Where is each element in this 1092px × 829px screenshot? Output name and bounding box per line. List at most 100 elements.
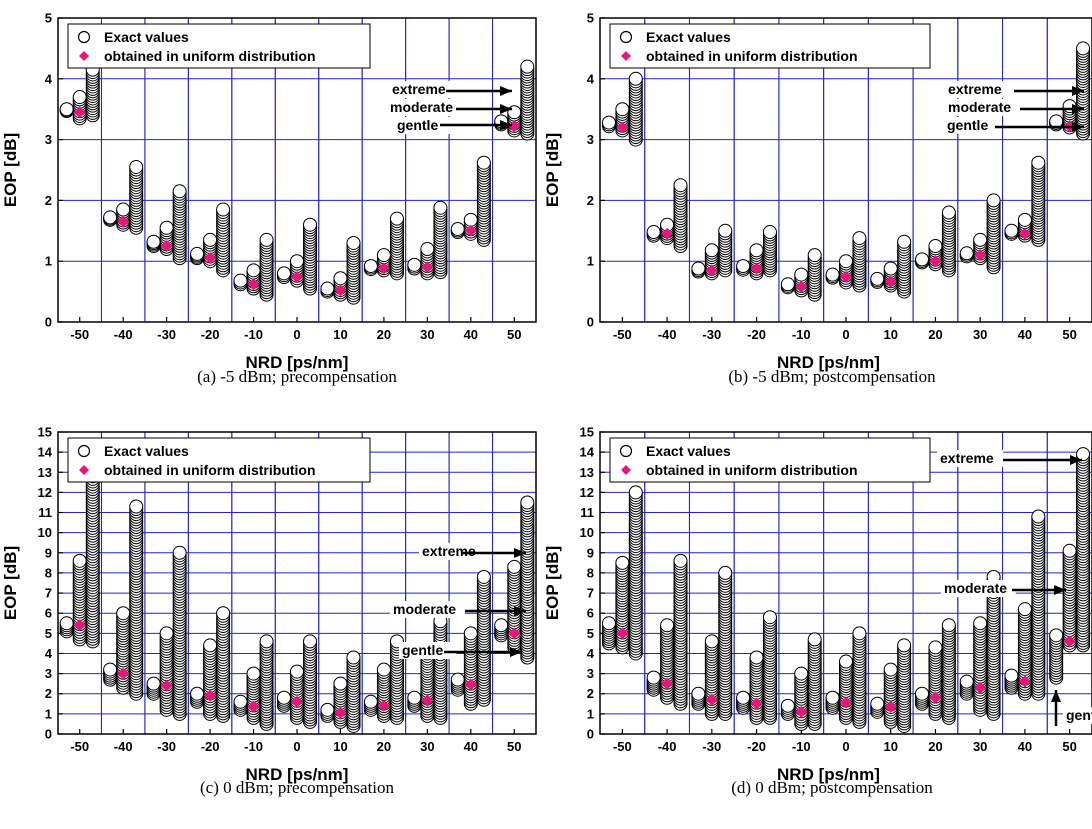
exact-value-point (628, 71, 643, 86)
y-tick-label: 15 (580, 425, 594, 440)
annotation-label: moderate (948, 99, 1011, 115)
legend-label-exact: Exact values (104, 443, 189, 459)
annotation-label: extreme (392, 81, 446, 97)
exact-value-point (780, 277, 795, 292)
exact-value-point (450, 672, 465, 687)
exact-value-point (601, 616, 616, 631)
exact-value-point (376, 662, 391, 677)
x-tick-label: 20 (928, 327, 942, 342)
x-tick-label: 10 (333, 739, 347, 754)
exact-value-point (1031, 509, 1046, 524)
exact-value-point (973, 232, 988, 247)
exact-value-point (276, 266, 291, 281)
uniform-distribution-point (616, 627, 629, 640)
y-tick-label: 5 (587, 626, 594, 641)
annotation-background (945, 99, 1020, 116)
uniform-distribution-point (291, 695, 303, 708)
x-tick-label: 10 (333, 327, 347, 342)
uniform-distribution-point (1063, 635, 1076, 648)
y-tick-label: 4 (45, 646, 53, 661)
plot-area (59, 59, 535, 305)
exact-value-point (159, 626, 174, 641)
y-tick-label: 15 (38, 425, 52, 440)
exact-value-point (520, 495, 535, 510)
annotation-arrow-head (514, 548, 526, 558)
y-axis-label: EOP [dB] (1, 133, 20, 207)
x-tick-label: -50 (70, 739, 89, 754)
y-tick-label: 3 (587, 666, 594, 681)
legend-circle-marker (77, 444, 91, 458)
annotation-gentle: gentle (394, 117, 512, 134)
plot-area (601, 41, 1091, 302)
legend-label-uniform: obtained in uniform distribution (646, 48, 858, 64)
annotation-arrow-head (510, 647, 522, 657)
legend-circle-marker (77, 30, 91, 44)
exact-value-point (1004, 668, 1019, 683)
annotation-moderate: moderate (387, 99, 512, 116)
exact-value-point (303, 217, 318, 232)
exact-value-point (72, 553, 87, 568)
exact-value-point (897, 234, 912, 249)
exact-value-point (1004, 223, 1019, 238)
exact-value-point (333, 676, 348, 691)
exact-value-point (146, 676, 161, 691)
exact-value-point (116, 606, 131, 621)
x-tick-label: -30 (157, 739, 176, 754)
exact-value-point (203, 638, 218, 653)
x-tick-label: 50 (507, 739, 521, 754)
uniform-distribution-point (334, 284, 347, 297)
exact-value-point (646, 225, 661, 240)
annotation-arrow-head (1072, 122, 1084, 132)
exact-value-point (736, 259, 751, 274)
exact-value-point (749, 243, 764, 258)
y-tick-label: 4 (587, 71, 595, 86)
exact-value-point (216, 202, 231, 217)
annotation-arrow-head (500, 120, 512, 130)
x-tick-label: -20 (201, 739, 220, 754)
exact-value-point (507, 559, 522, 574)
legend-box (609, 23, 931, 69)
exact-value-point (59, 616, 74, 631)
exact-value-point (615, 102, 630, 117)
y-tick-label: 0 (45, 315, 52, 330)
x-tick-label: 30 (973, 327, 987, 342)
y-tick-label: 3 (45, 666, 52, 681)
uniform-distribution-point (204, 252, 217, 265)
exact-value-point (928, 640, 943, 655)
exact-value-point (246, 263, 261, 278)
x-tick-label: 20 (928, 739, 942, 754)
y-tick-label: 11 (580, 505, 594, 520)
x-tick-label: 30 (420, 327, 434, 342)
exact-value-point (59, 102, 74, 117)
exact-value-point (320, 702, 335, 717)
y-tick-label: 2 (45, 193, 52, 208)
legend-label-exact: Exact values (104, 29, 189, 45)
legend-circle-marker (619, 444, 633, 458)
exact-value-point (146, 234, 161, 249)
x-tick-label: 0 (293, 739, 300, 754)
exact-value-point (216, 606, 231, 621)
y-tick-label: 0 (587, 727, 594, 742)
x-tick-label: -50 (613, 327, 632, 342)
y-tick-label: 7 (587, 586, 594, 601)
uniform-distribution-point (334, 706, 347, 719)
x-tick-label: 30 (420, 739, 434, 754)
annotation-label: extreme (948, 81, 1002, 97)
exact-value-point (1017, 602, 1032, 617)
annotation-background (419, 543, 486, 560)
exact-value-point (660, 618, 675, 633)
exact-value-point (420, 242, 435, 257)
y-tick-label: 5 (45, 11, 52, 26)
legend-diamond-marker (621, 51, 631, 61)
y-tick-label: 3 (587, 132, 594, 147)
x-tick-label: -30 (702, 739, 721, 754)
y-tick-label: 5 (587, 11, 594, 26)
annotation-label: extreme (940, 450, 994, 466)
exact-value-point (407, 257, 422, 272)
uniform-distribution-point (974, 681, 987, 694)
exact-value-point (303, 634, 318, 649)
exact-value-point (463, 626, 478, 641)
x-tick-label: -20 (201, 327, 220, 342)
exact-value-point (673, 553, 688, 568)
exact-value-point (346, 235, 361, 250)
